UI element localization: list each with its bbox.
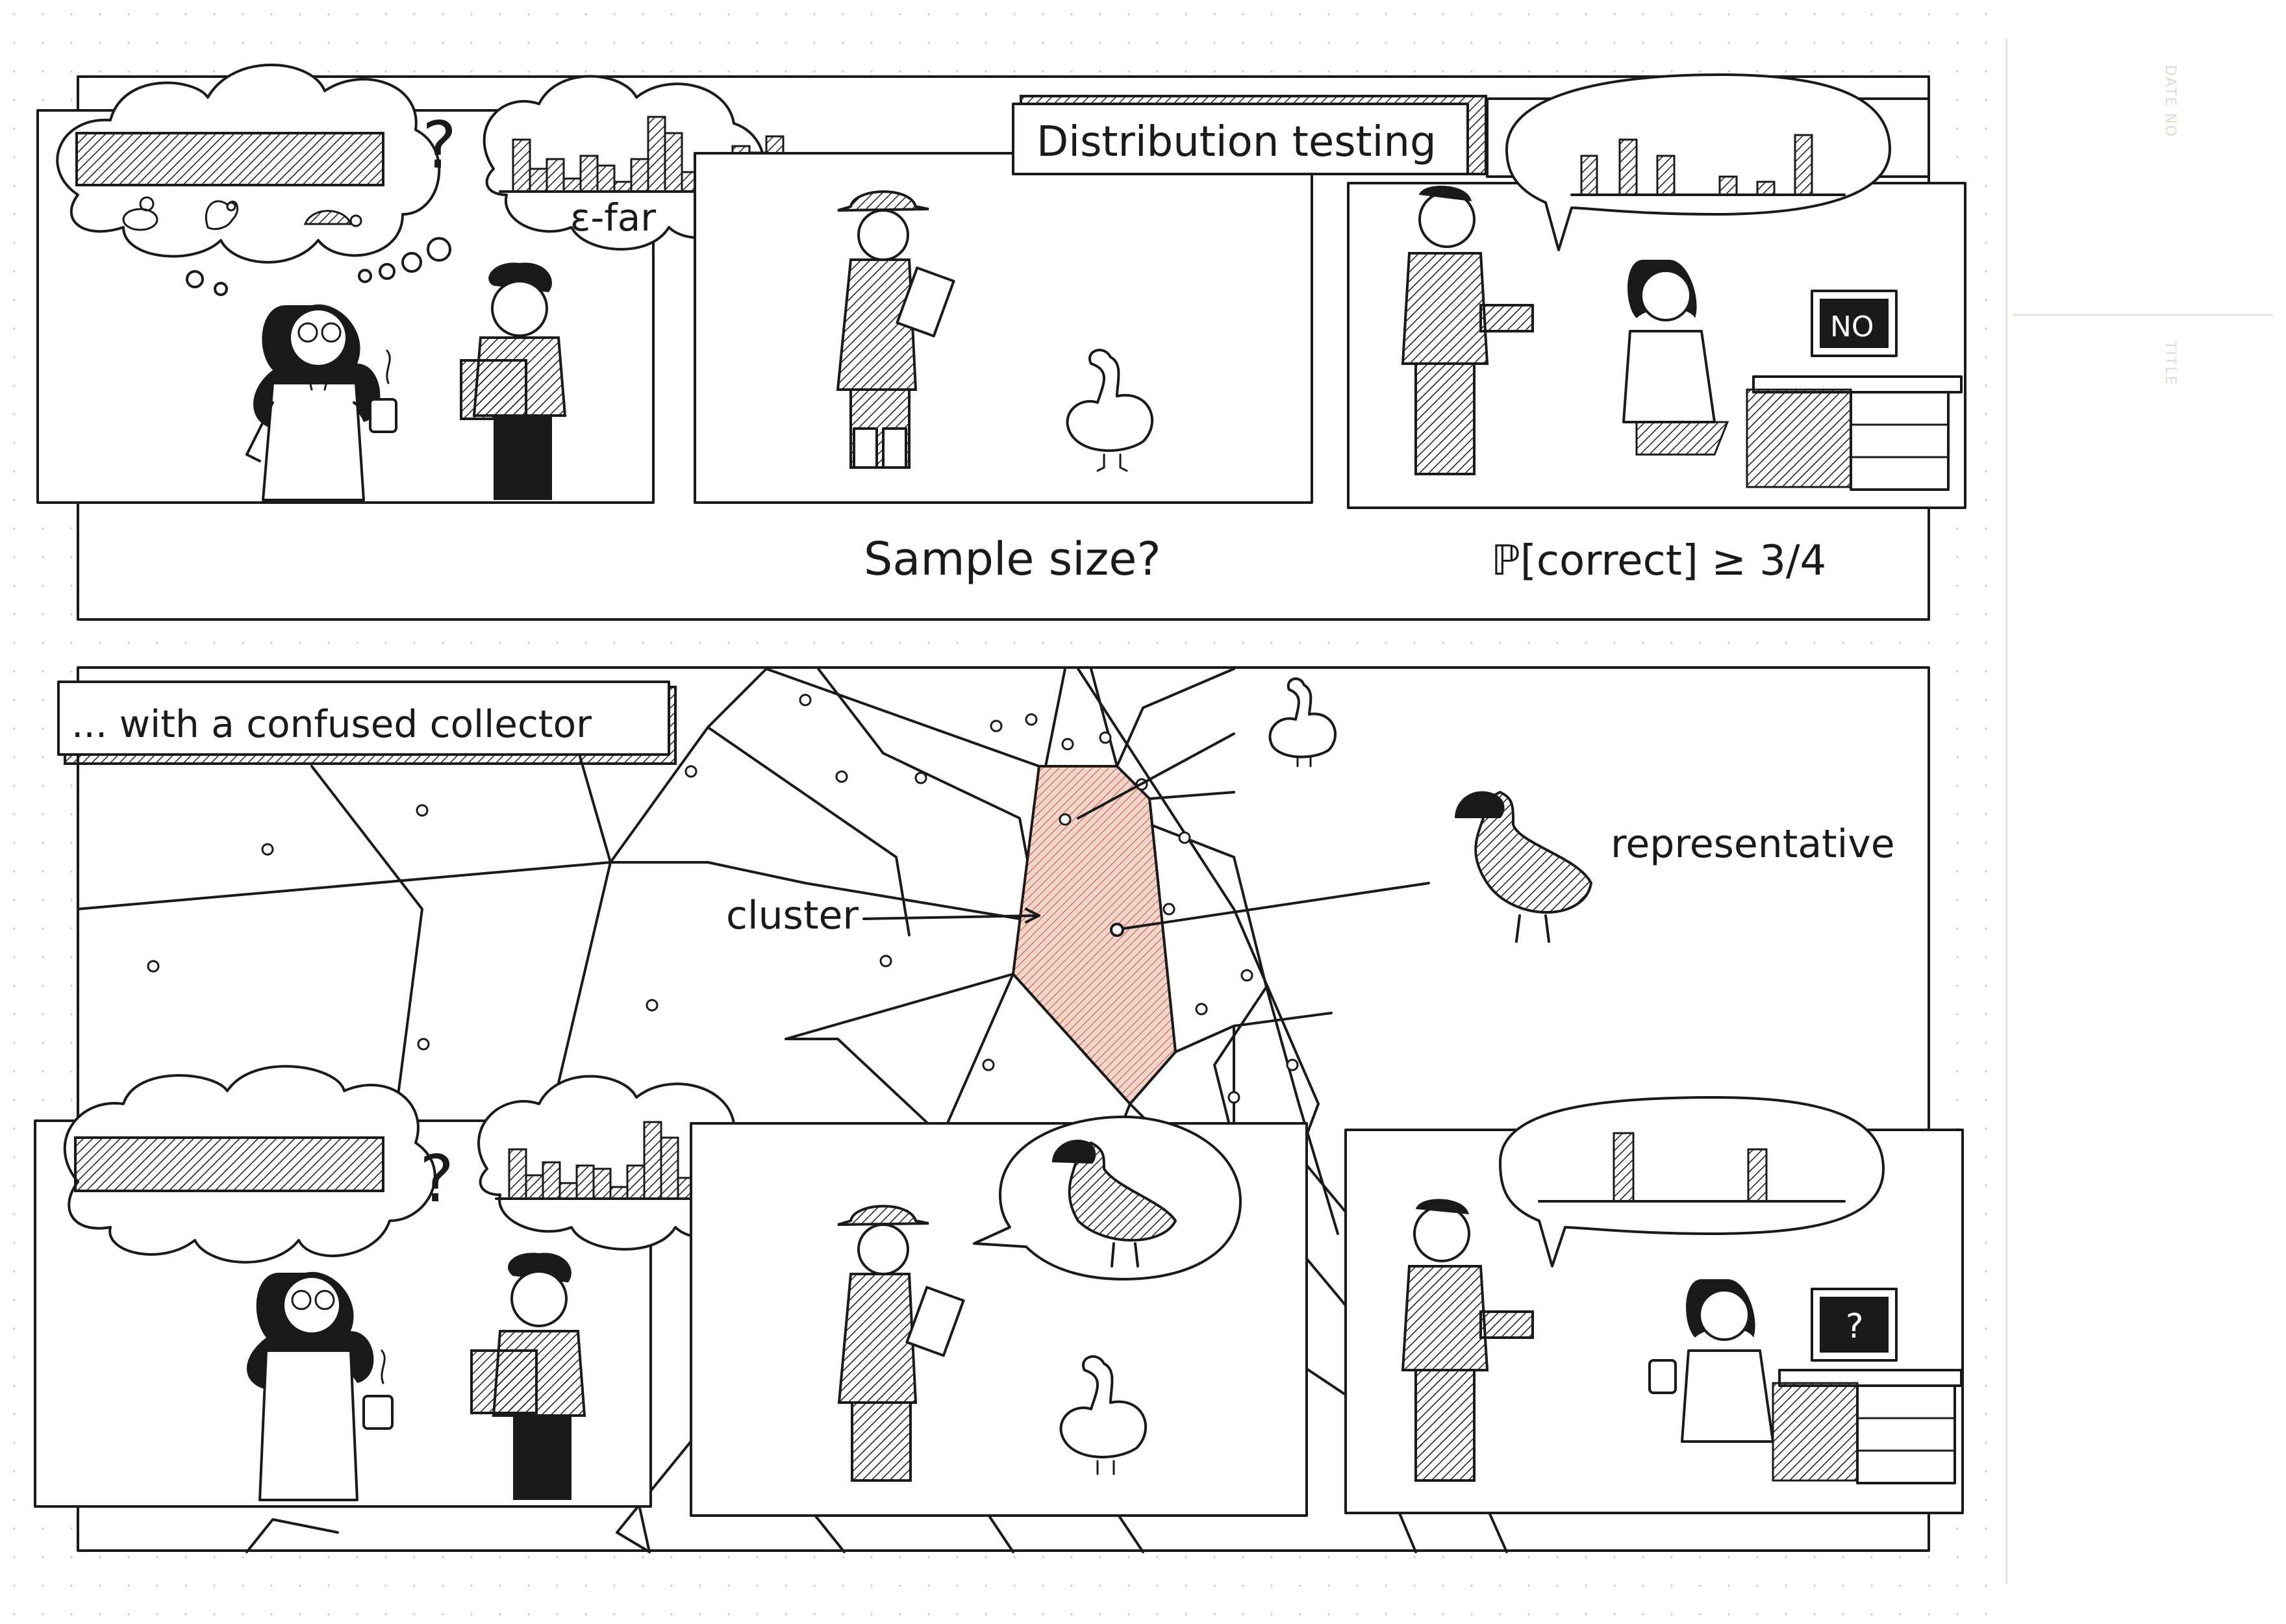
label-cluster: cluster xyxy=(726,893,859,938)
voronoi-site-point xyxy=(147,960,160,973)
voronoi-site-point xyxy=(799,693,812,706)
thought-dot xyxy=(214,282,228,296)
thought-dot xyxy=(427,237,451,262)
researcher-figure xyxy=(245,304,397,501)
title-box: Distribution testing xyxy=(1012,95,1487,175)
voronoi-site-point xyxy=(982,1058,995,1071)
goose-icon xyxy=(1455,790,1593,943)
thought-dot xyxy=(186,270,204,288)
uniform-histogram xyxy=(75,132,384,186)
voronoi-title-box: ... with a confused collector xyxy=(57,681,677,765)
cluster-arrow xyxy=(862,914,1040,920)
student-handing-data xyxy=(1401,186,1534,475)
top-strip: ? ε- xyxy=(36,64,1966,621)
desk xyxy=(1746,375,1963,491)
top-panel-collector xyxy=(694,152,1313,504)
question-mark: ? xyxy=(420,1141,454,1217)
margin-title: TITLE xyxy=(2162,340,2178,386)
bottom-panel-collector xyxy=(690,1116,1308,1517)
desk xyxy=(1772,1369,1963,1484)
top-panel-researcher: ? ε- xyxy=(36,64,813,504)
title-text: Distribution testing xyxy=(1036,118,1437,166)
voronoi-site-point xyxy=(1059,813,1072,826)
caption-sample-size: Sample size? xyxy=(864,532,1161,586)
speech-bubble-result xyxy=(1499,1096,1885,1268)
voronoi-site-point xyxy=(1227,1091,1240,1104)
voronoi-site-point xyxy=(1195,1003,1208,1016)
researcher-figure xyxy=(247,1271,394,1501)
voronoi-site-point xyxy=(1286,1058,1299,1071)
computer-monitor: ? xyxy=(1811,1288,1898,1362)
uniform-histogram xyxy=(74,1136,384,1192)
voronoi-site-point xyxy=(990,719,1003,732)
question-mark: ? xyxy=(422,107,457,183)
speech-bubble-result xyxy=(1505,73,1891,251)
voronoi-site-point xyxy=(1061,738,1074,751)
scientist-at-desk xyxy=(1622,260,1729,456)
voronoi-title: ... with a confused collector xyxy=(71,702,592,746)
voronoi-site-point xyxy=(879,955,892,968)
monitor-no-text: NO xyxy=(1830,310,1874,344)
voronoi-site-point xyxy=(261,843,274,856)
duck-icon xyxy=(1268,677,1337,768)
student-with-books xyxy=(470,1253,586,1500)
collector-figure xyxy=(837,1205,965,1482)
turtle-icon xyxy=(303,210,362,227)
label-representative: representative xyxy=(1611,821,1895,867)
thought-dot xyxy=(379,263,396,280)
cluster-cell xyxy=(1011,765,1177,1106)
bottom-strip: ? xyxy=(34,1065,1964,1517)
student-handing-data xyxy=(1401,1199,1534,1482)
representative-point xyxy=(1110,923,1124,937)
voronoi-site-point xyxy=(1178,831,1191,844)
voronoi-site-point xyxy=(1099,731,1112,744)
voronoi-site-point xyxy=(835,770,848,783)
voronoi-site-point xyxy=(416,804,429,817)
collector-figure xyxy=(836,190,955,469)
result-histogram xyxy=(1538,1132,1846,1203)
result-histogram xyxy=(1570,134,1846,196)
top-panel-tester: NO xyxy=(1347,73,1966,509)
thought-dot xyxy=(401,252,422,273)
voronoi-site-point xyxy=(685,765,697,778)
bottom-panel-tester: ? xyxy=(1344,1096,1964,1514)
duck-pointer-line xyxy=(1077,732,1235,819)
voronoi-site-point xyxy=(1025,713,1038,726)
thought-dot xyxy=(358,269,372,283)
goose-icon xyxy=(1052,1140,1177,1268)
voronoi-site-point xyxy=(646,999,659,1012)
cluster-arrowhead xyxy=(1025,908,1040,923)
duck-icon xyxy=(1059,1355,1148,1475)
duck-icon xyxy=(1066,349,1154,472)
representative-line xyxy=(1122,882,1430,930)
eps-far-label: ε-far xyxy=(570,195,656,240)
voronoi-site-point xyxy=(1162,903,1175,916)
computer-monitor: NO xyxy=(1811,290,1898,357)
voronoi-site-point xyxy=(417,1038,430,1051)
voronoi-site-point xyxy=(914,771,927,784)
top-panel-2-frame xyxy=(694,152,1313,504)
student-with-books xyxy=(460,262,567,500)
scientist-at-desk xyxy=(1648,1279,1774,1443)
caption-probability: ℙ[correct] ≥ 3/4 xyxy=(1491,537,1826,585)
margin-date-no: DATE NO xyxy=(2162,65,2178,138)
duck-icon xyxy=(122,196,158,231)
squirrel-icon xyxy=(205,200,238,231)
voronoi-site-point xyxy=(1240,969,1253,982)
monitor-question-text: ? xyxy=(1846,1307,1864,1346)
